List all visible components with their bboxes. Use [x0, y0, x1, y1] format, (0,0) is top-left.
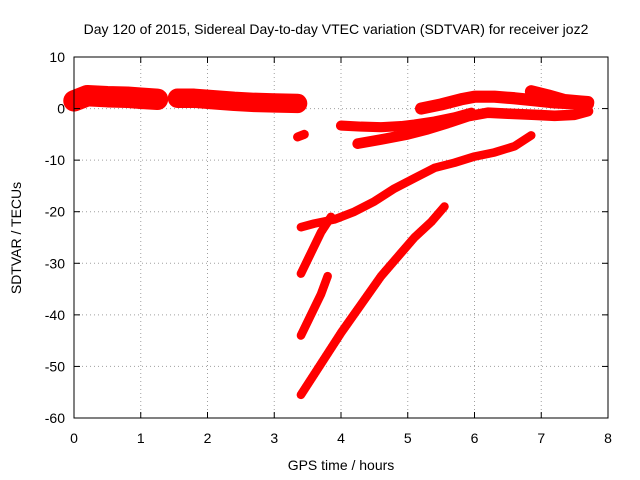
x-tick-label: 6: [471, 430, 479, 446]
x-tick-label: 7: [537, 430, 545, 446]
y-tick-label: -40: [45, 307, 65, 323]
y-tick-label: -30: [45, 255, 65, 271]
data-track-11: [296, 202, 449, 400]
data-tracks: [63, 84, 595, 400]
y-tick-label: -50: [45, 358, 65, 374]
data-track-10: [296, 271, 332, 340]
x-tick-label: 3: [270, 430, 278, 446]
data-markers: [527, 86, 592, 107]
y-tick-label: 0: [57, 101, 65, 117]
y-tick-label: 10: [49, 49, 65, 65]
y-tick-label: -20: [45, 204, 65, 220]
x-tick-label: 0: [70, 430, 78, 446]
x-tick-label: 1: [137, 430, 145, 446]
x-tick-label: 2: [204, 430, 212, 446]
x-tick-label: 5: [404, 430, 412, 446]
data-track-5: [352, 105, 594, 149]
data-track-band: [352, 105, 594, 149]
data-track-7: [524, 85, 595, 109]
data-track-band: [63, 84, 169, 112]
data-markers: [297, 204, 448, 398]
tick-labels: 0 1 2 3 4 5 6 7 8 -60 -50 -40 -30 -20 -10 0 10: [45, 49, 612, 446]
data-track-9: [296, 212, 336, 278]
plot-frame: [73, 56, 609, 419]
data-track-band: [167, 88, 308, 114]
chart-title: Day 120 of 2015, Sidereal Day-to-day VTE…: [84, 21, 589, 37]
data-markers: [173, 90, 302, 112]
y-tick-label: -10: [45, 152, 65, 168]
data-markers: [294, 131, 308, 140]
x-axis-label: GPS time / hours: [288, 457, 395, 473]
data-track-1: [63, 84, 169, 112]
data-markers: [297, 273, 332, 339]
x-tick-label: 4: [337, 430, 345, 446]
data-track-2: [167, 88, 308, 114]
data-track-band: [524, 85, 595, 109]
data-markers: [354, 107, 592, 148]
data-markers: [297, 214, 335, 277]
data-track-3: [293, 129, 309, 142]
y-axis-label: SDTVAR / TECUs: [8, 182, 24, 294]
y-tick-label: -60: [45, 410, 65, 426]
x-tick-label: 8: [604, 430, 612, 446]
data-track-band: [293, 129, 309, 142]
